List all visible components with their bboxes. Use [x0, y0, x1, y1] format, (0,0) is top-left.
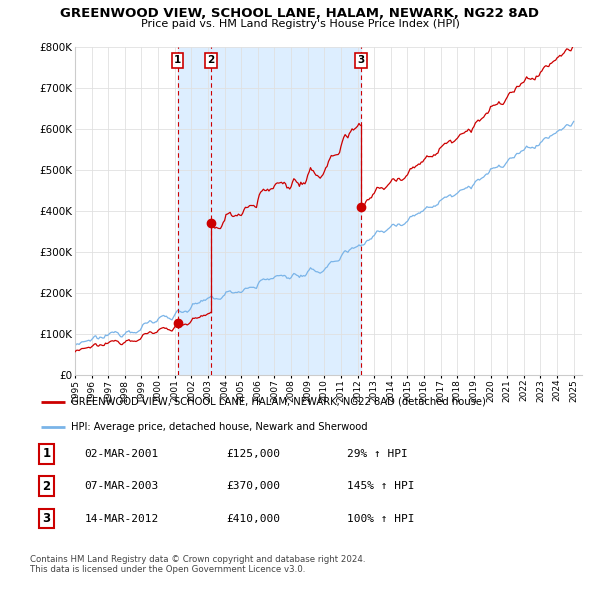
Text: GREENWOOD VIEW, SCHOOL LANE, HALAM, NEWARK, NG22 8AD: GREENWOOD VIEW, SCHOOL LANE, HALAM, NEWA…	[61, 7, 539, 20]
Text: 02-MAR-2001: 02-MAR-2001	[85, 449, 159, 458]
Text: This data is licensed under the Open Government Licence v3.0.: This data is licensed under the Open Gov…	[30, 565, 305, 573]
Text: GREENWOOD VIEW, SCHOOL LANE, HALAM, NEWARK, NG22 8AD (detached house): GREENWOOD VIEW, SCHOOL LANE, HALAM, NEWA…	[71, 397, 486, 407]
Text: 1: 1	[43, 447, 50, 460]
Bar	[211, 47, 361, 375]
Text: 3: 3	[43, 512, 50, 525]
Text: 29% ↑ HPI: 29% ↑ HPI	[347, 449, 407, 458]
Text: Price paid vs. HM Land Registry's House Price Index (HPI): Price paid vs. HM Land Registry's House …	[140, 19, 460, 29]
Text: 2: 2	[43, 480, 50, 493]
Text: £410,000: £410,000	[227, 514, 281, 523]
Text: 100% ↑ HPI: 100% ↑ HPI	[347, 514, 414, 523]
Text: HPI: Average price, detached house, Newark and Sherwood: HPI: Average price, detached house, Newa…	[71, 422, 368, 432]
Text: £370,000: £370,000	[227, 481, 281, 491]
Text: £125,000: £125,000	[227, 449, 281, 458]
Bar	[178, 47, 211, 375]
Text: Contains HM Land Registry data © Crown copyright and database right 2024.: Contains HM Land Registry data © Crown c…	[30, 555, 365, 563]
Text: 145% ↑ HPI: 145% ↑ HPI	[347, 481, 414, 491]
Text: 2: 2	[208, 55, 215, 65]
Text: 1: 1	[174, 55, 181, 65]
Text: 3: 3	[357, 55, 365, 65]
Text: 07-MAR-2003: 07-MAR-2003	[85, 481, 159, 491]
Text: 14-MAR-2012: 14-MAR-2012	[85, 514, 159, 523]
